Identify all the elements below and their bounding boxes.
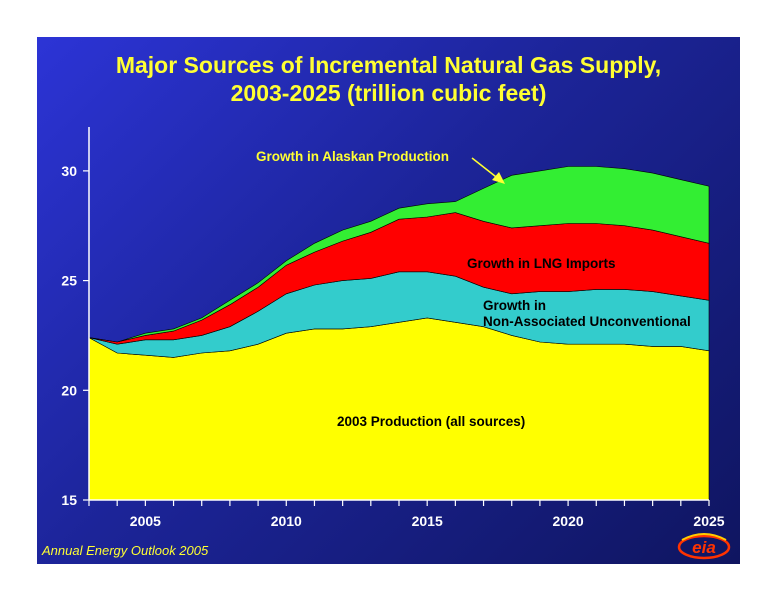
annotation-arrow-head [492,172,505,184]
annotations: 2003 Production (all sources) Growth in … [256,149,691,429]
y-tick-label-30: 30 [61,163,77,179]
y-tick-label-20: 20 [61,382,77,398]
y-tick-label-15: 15 [61,492,77,508]
annotation-base-production: 2003 Production (all sources) [337,414,525,429]
annotation-alaskan-production: Growth in Alaskan Production [256,149,449,164]
x-tick-label-2015: 2015 [412,513,443,529]
annotation-unconventional-line-1: Growth in [483,298,546,313]
annotation-unconventional-line-2: Non-Associated Unconventional [483,314,691,329]
y-tick-label-25: 25 [61,273,77,289]
x-tick-label-2025: 2025 [693,513,724,529]
chart-title-line-1: Major Sources of Incremental Natural Gas… [115,52,662,78]
eia-logo: eia [677,533,731,560]
slide-background: Major Sources of Incremental Natural Gas… [37,37,740,564]
area-layers [88,166,710,501]
footer-source: Annual Energy Outlook 2005 [42,543,209,558]
x-tick-label-2005: 2005 [130,513,161,529]
chart-title: Major Sources of Incremental Natural Gas… [37,51,740,107]
chart-title-line-2: 2003-2025 (trillion cubic feet) [230,80,547,106]
x-tick-label-2020: 2020 [553,513,584,529]
svg-text:eia: eia [692,538,716,557]
area-series-3 [88,166,710,343]
annotation-lng-imports: Growth in LNG Imports [467,256,616,271]
x-tick-label-2010: 2010 [271,513,302,529]
